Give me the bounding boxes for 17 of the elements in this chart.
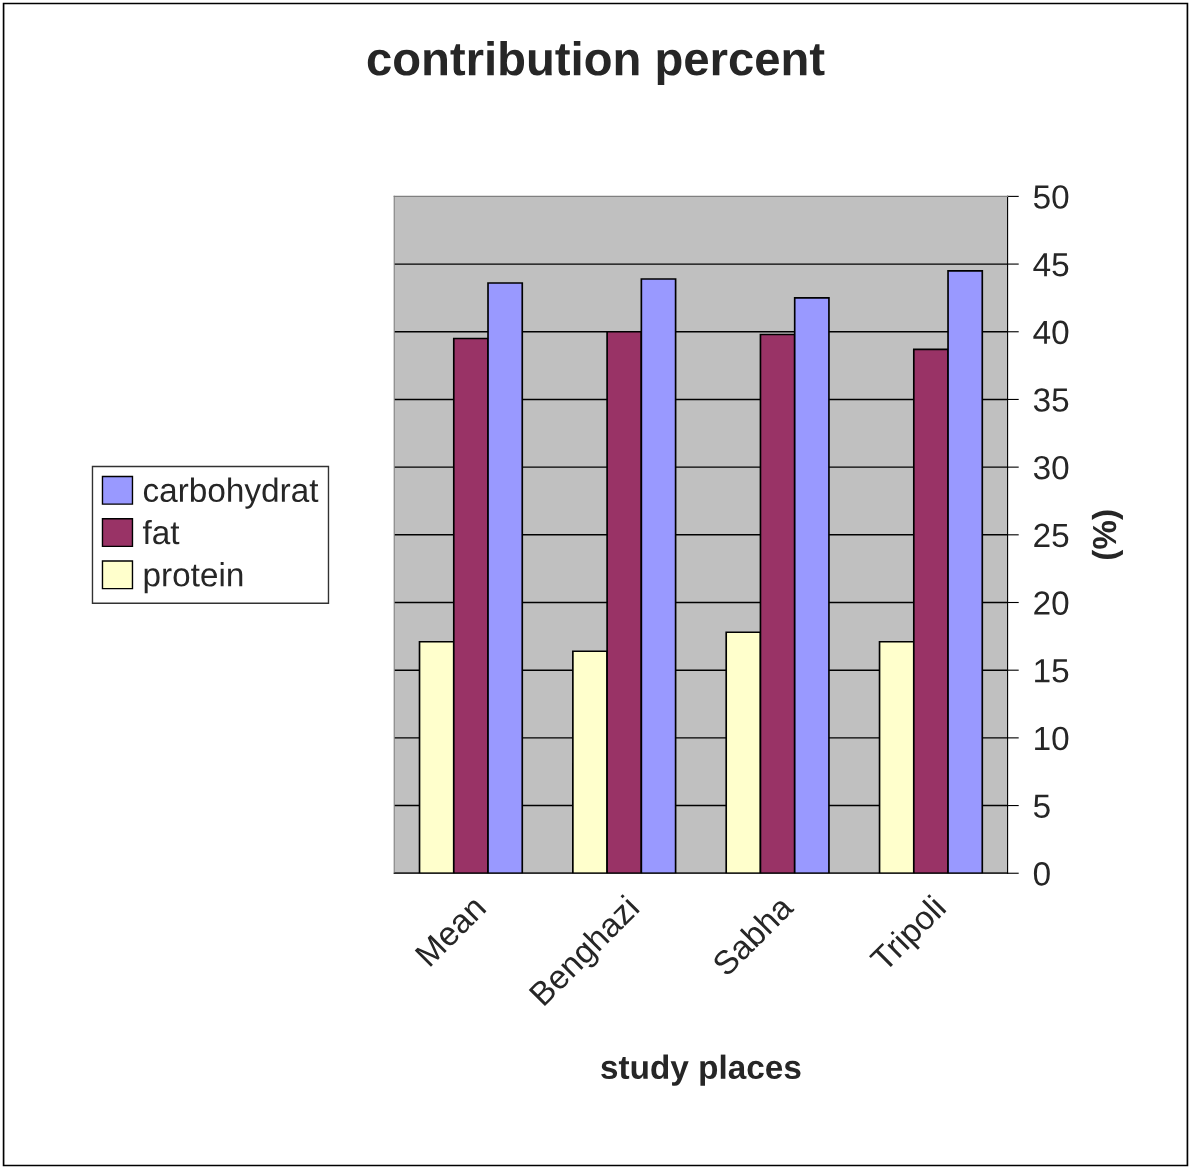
x-axis-title: study places (601, 1054, 801, 1086)
y-tick-label: 25 (1034, 523, 1069, 548)
y-tick-label: 10 (1035, 726, 1069, 751)
y-tick-label: 0 (1033, 862, 1050, 886)
y-tick-label: 5 (1033, 794, 1050, 818)
y-axis-title: (%) (1091, 510, 1123, 560)
y-tick-label: 50 (1033, 185, 1069, 209)
legend-label: protein (144, 562, 243, 594)
y-tick-label: 45 (1033, 253, 1069, 277)
y-tick-label: 20 (1034, 591, 1069, 615)
chart-title: contribution percent (367, 40, 825, 85)
legend-label: fat (142, 519, 180, 545)
y-tick-label: 15 (1035, 659, 1069, 683)
y-tick-label: 40 (1033, 320, 1069, 345)
y-tick-label: 35 (1033, 388, 1069, 412)
y-tick-label: 30 (1033, 455, 1069, 480)
legend-label: carbohydrat (143, 477, 319, 509)
